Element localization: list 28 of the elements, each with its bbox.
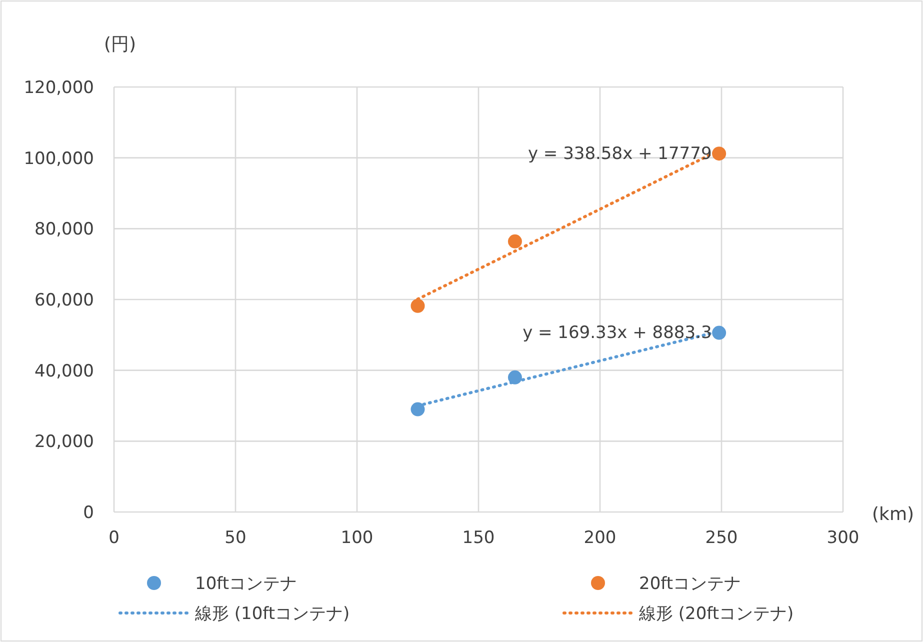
- x-tick-label: 200: [584, 528, 616, 548]
- y-tick-label: 100,000: [24, 148, 94, 169]
- x-axis-title: (km): [872, 504, 914, 525]
- x-tick-label: 100: [340, 528, 374, 548]
- point: [508, 370, 522, 384]
- x-tick-label: 0: [108, 528, 120, 548]
- x-tick-label: 300: [826, 528, 860, 548]
- point: [712, 326, 726, 340]
- annotation: y = 338.58x + 17779: [528, 144, 712, 164]
- legend-label: 20ftコンテナ: [639, 574, 741, 594]
- legend-label: 線形 (10ftコンテナ): [194, 604, 350, 624]
- x-tick-label: 250: [705, 528, 738, 548]
- legend-label: 10ftコンテナ: [195, 574, 297, 594]
- annotation: y = 169.33x + 8883.3: [522, 323, 712, 344]
- legend-label: 線形 (20ftコンテナ): [638, 604, 794, 624]
- point: [410, 298, 425, 313]
- x-tick-label: 50: [224, 528, 246, 548]
- y-tick-label: 40,000: [34, 361, 94, 382]
- y-tick-label: 80,000: [34, 220, 94, 240]
- y-tick-label: 0: [83, 503, 94, 523]
- point: [410, 402, 425, 416]
- y-tick-label: 120,000: [24, 78, 94, 98]
- y-axis-title: (円): [104, 34, 136, 55]
- y-tick-label: 20,000: [34, 432, 94, 452]
- y-tick-label: 60,000: [34, 290, 94, 310]
- point: [712, 146, 726, 161]
- point: [508, 234, 522, 248]
- x-tick-label: 150: [462, 528, 495, 548]
